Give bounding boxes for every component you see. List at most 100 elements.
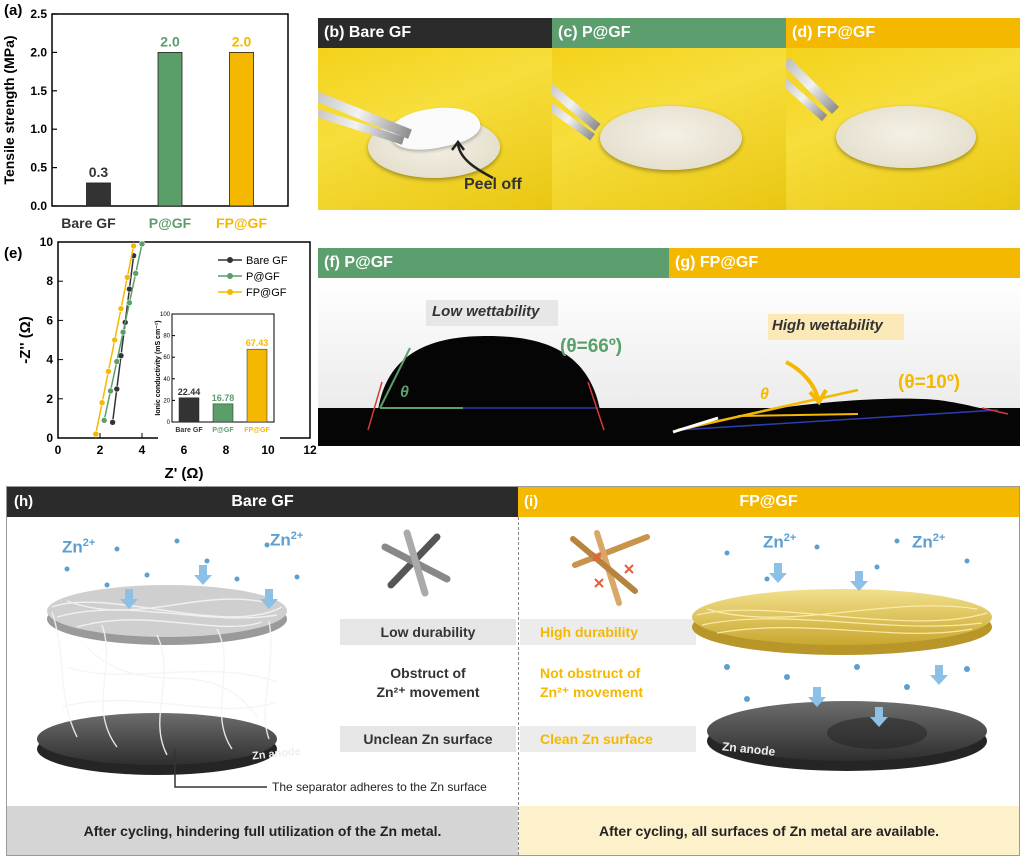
zn-ion-label-2: Zn2+: [270, 530, 304, 550]
inset-value-label: 16.78: [212, 393, 235, 403]
tensile-ytick-label: 1.0: [30, 122, 47, 136]
tensile-value-label: 0.3: [89, 164, 109, 180]
inset-ytick-label: 100: [160, 312, 171, 318]
inset-category-label: Bare GF: [175, 427, 203, 434]
bare-prop-surface: Unclean Zn surface: [363, 731, 493, 747]
band-bare-3: [340, 726, 516, 752]
panel-letter-e: (e): [4, 245, 23, 262]
zn-ion-label-1: Zn2+: [62, 537, 96, 557]
nyquist-xtick-label: 0: [55, 443, 62, 457]
nyquist-point: [124, 273, 131, 281]
schematic-i-title: FP@GF: [739, 493, 798, 510]
nyquist-legend-label: FP@GF: [246, 287, 287, 299]
tensile-bar-chart: 0.0 0.5 1.0 1.5 2.0 2.5 Tensile strength (MPa)…: [1, 7, 289, 231]
nyquist-xtick-label: 12: [303, 443, 317, 457]
panel-letter-a: (a): [4, 2, 23, 19]
nyquist-ytick-label: 6: [46, 313, 53, 327]
photo-fp-gf: [786, 48, 1020, 210]
nyquist-ytick-label: 2: [46, 392, 53, 406]
nyquist-point: [105, 368, 112, 375]
schematic-frame: [6, 486, 1020, 856]
footer-h: After cycling, hindering full utilizatio…: [7, 806, 518, 855]
inset-ytick-label: 60: [163, 355, 170, 361]
nyquist-xlabel: Z' (Ω): [165, 465, 204, 482]
footer-i: After cycling, all surfaces of Zn metal …: [519, 806, 1019, 855]
band-bare-1: [340, 619, 516, 645]
adhere-note: The separator adheres to the Zn surface: [272, 780, 487, 794]
inset-ytick-label: 80: [163, 334, 170, 340]
tensile-ytick-label: 2.0: [30, 45, 47, 59]
nyquist-point: [92, 430, 100, 438]
nyquist-point: [138, 240, 146, 248]
inset-ytick-label: 0: [167, 420, 171, 426]
panel-letter-h: (h): [14, 493, 34, 510]
photo-p-gf: [552, 48, 786, 210]
nyquist-xtick-label: 6: [181, 443, 188, 457]
nyquist-point: [98, 399, 106, 407]
angle-g-label: (θ=10º): [898, 372, 961, 393]
nyquist-point: [126, 299, 133, 307]
nyquist-legend-marker: [227, 273, 233, 279]
nyquist-legend-label: Bare GF: [246, 255, 288, 267]
nyquist-xtick-label: 8: [223, 443, 230, 457]
schematic-h-title: Bare GF: [231, 493, 294, 510]
tensile-value-label: 2.0: [160, 33, 180, 49]
tensile-bar: [86, 182, 111, 207]
bare-prop-durability: Low durability: [380, 624, 476, 640]
nyquist-point: [109, 419, 116, 426]
nyquist-ytick-label: 4: [46, 353, 53, 367]
low-wettability-label: Low wettability: [432, 303, 540, 320]
tensile-bar: [229, 52, 254, 207]
nyquist-xtick-label: 2: [97, 443, 104, 457]
photo-d-header: (d) FP@GF: [786, 18, 1020, 48]
angle-f-label: (θ=66º): [560, 336, 623, 357]
fp-prop-durability: High durability: [540, 624, 638, 640]
tensile-value-label: 2.0: [232, 33, 252, 49]
nyquist-point: [119, 328, 127, 336]
schematic-h-header: Bare GF: [7, 487, 518, 517]
tensile-category-label: FP@GF: [216, 215, 267, 231]
tensile-category-label: P@GF: [149, 215, 192, 231]
inset-bar: [178, 397, 200, 423]
inset-category-label: FP@GF: [244, 427, 270, 434]
fp-prop-surface: Clean Zn surface: [540, 731, 653, 747]
inset-ytick-label: 40: [163, 377, 170, 383]
tensile-category-label: Bare GF: [61, 215, 116, 231]
zn-ion-label-4: Zn2+: [912, 532, 946, 552]
nyquist-ytick-label: 10: [40, 236, 54, 249]
photo-c-header: (c) P@GF: [552, 18, 786, 48]
inset-category-label: P@GF: [212, 427, 234, 434]
nyquist-xtick-label: 10: [261, 443, 275, 457]
nyquist-plot: 0 2 4 6 8 10 12 0 2 4 6 8 10 Z' (Ω) -Z'' (Ω) Bare GF P@G…: [17, 236, 317, 482]
nyquist-ytick-label: 0: [46, 431, 53, 445]
divider: [518, 517, 519, 855]
contact-f-header: (f) P@GF: [318, 248, 669, 278]
theta-g-label: θ: [760, 386, 769, 403]
nyquist-legend-marker: [227, 289, 233, 295]
nyquist-point: [132, 270, 139, 277]
nyquist-point: [107, 387, 114, 395]
bare-prop-obstruct-2: Zn²⁺ movement: [376, 684, 480, 700]
nyquist-legend-marker: [227, 257, 233, 263]
band-fp-3: [520, 726, 696, 752]
photo-bare-gf: Peel off: [318, 48, 552, 210]
nyquist-point: [100, 417, 108, 424]
fp-prop-obstruct-1: Not obstruct of: [540, 665, 641, 681]
high-wettability-label: High wettability: [772, 317, 883, 334]
tensile-ytick-label: 0.5: [30, 161, 47, 175]
tensile-ylabel: Tensile strength (MPa): [1, 35, 17, 184]
tensile-bar: [157, 52, 183, 207]
tensile-ytick-label: 0.0: [30, 199, 47, 213]
fp-prop-obstruct-2: Zn²⁺ movement: [540, 684, 644, 700]
inset-value-label: 67.43: [246, 338, 269, 348]
nyquist-point: [117, 305, 125, 312]
photo-b-header: (b) Bare GF: [318, 18, 552, 48]
peel-off-label: Peel off: [464, 176, 522, 193]
contact-g-header: (g) FP@GF: [669, 248, 1020, 278]
nyquist-ylabel: -Z'' (Ω): [17, 316, 34, 363]
tensile-ytick-label: 1.5: [30, 84, 47, 98]
schematic-graphics: [37, 529, 992, 788]
theta-f-label: θ: [400, 384, 409, 401]
nyquist-point: [130, 242, 137, 250]
nyquist-ytick-label: 8: [46, 274, 53, 288]
